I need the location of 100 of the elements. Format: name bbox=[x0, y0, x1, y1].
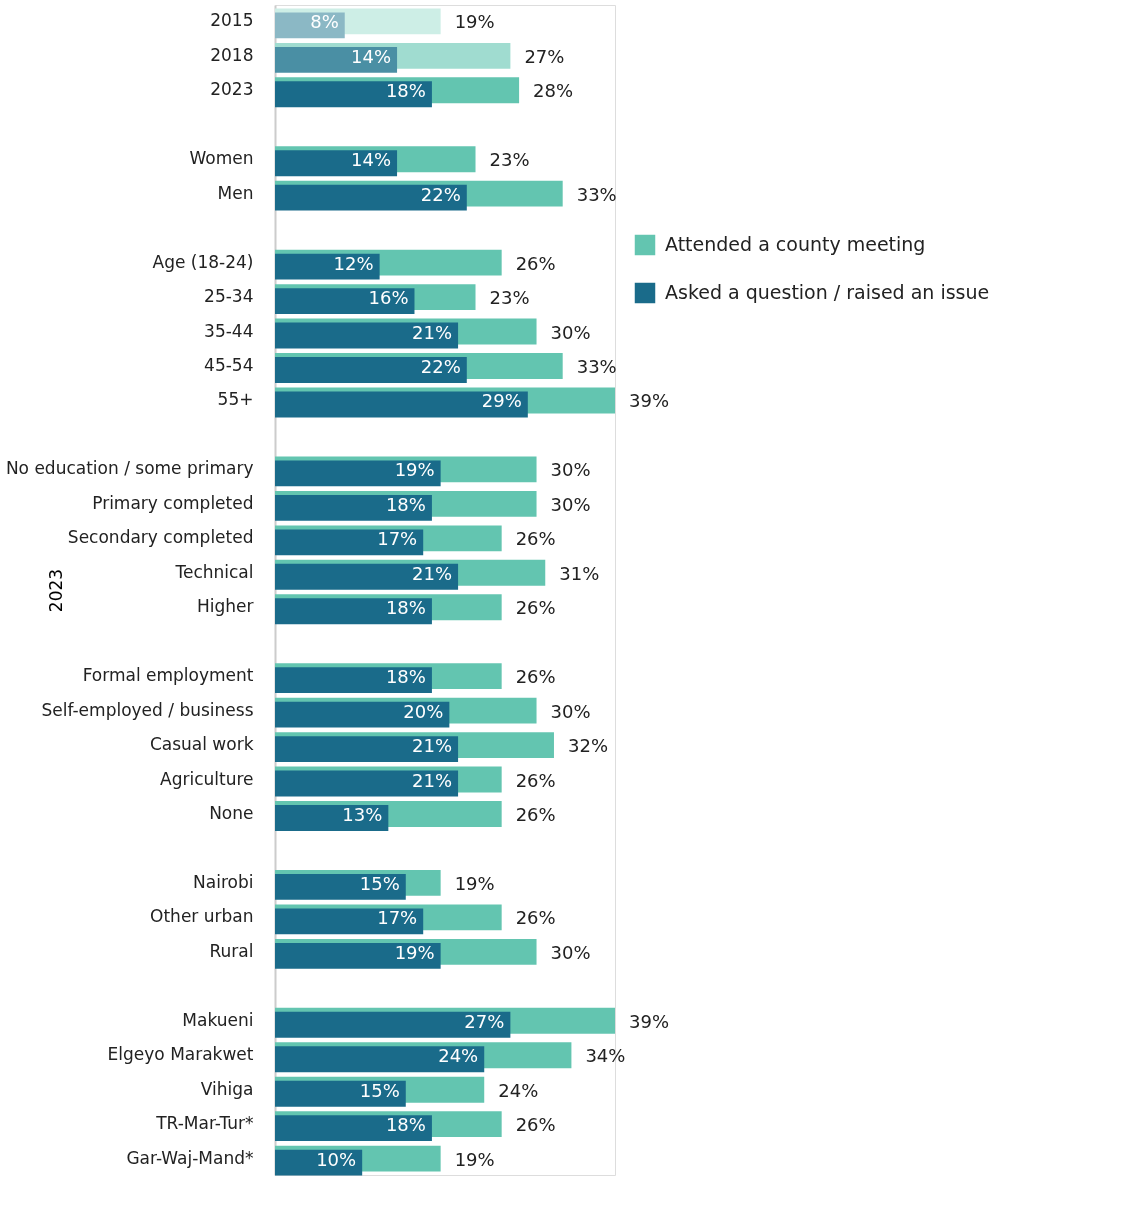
bar bbox=[275, 701, 450, 728]
data-label: 18% bbox=[385, 80, 426, 102]
bar bbox=[275, 288, 415, 314]
data-label: 27% bbox=[464, 1010, 505, 1032]
data-label: 19% bbox=[394, 941, 435, 963]
data-label: 13% bbox=[342, 804, 383, 826]
data-label: 17% bbox=[377, 528, 418, 550]
data-label: 26% bbox=[515, 528, 556, 550]
bar bbox=[275, 1080, 406, 1107]
data-label: 31% bbox=[559, 562, 600, 584]
data-label: 21% bbox=[412, 562, 453, 584]
bar bbox=[275, 874, 406, 900]
bar bbox=[275, 908, 424, 935]
data-label: 39% bbox=[629, 390, 670, 412]
y-tick-label: Secondary completed bbox=[67, 527, 254, 548]
data-label: 27% bbox=[524, 45, 565, 67]
data-label: 24% bbox=[438, 1045, 479, 1067]
bar bbox=[275, 150, 398, 177]
bar bbox=[275, 460, 441, 487]
data-label: 15% bbox=[359, 1079, 400, 1101]
data-label: 30% bbox=[550, 941, 591, 963]
y-tick-label: Elgeyo Marakwet bbox=[107, 1044, 254, 1065]
bar bbox=[275, 1011, 511, 1038]
bar bbox=[275, 805, 389, 831]
y-tick-label: Casual work bbox=[149, 734, 254, 755]
data-label: 12% bbox=[333, 252, 374, 274]
data-label: 26% bbox=[515, 1114, 556, 1136]
y-tick-label: Vihiga bbox=[200, 1078, 254, 1099]
y-tick-label: Nairobi bbox=[193, 871, 254, 892]
bar bbox=[275, 12, 345, 39]
bar bbox=[275, 357, 467, 383]
data-label: 23% bbox=[489, 287, 530, 309]
y-tick-label: 45-54 bbox=[204, 354, 254, 375]
data-label: 15% bbox=[359, 872, 400, 894]
data-label: 16% bbox=[368, 287, 409, 309]
data-label: 8% bbox=[310, 11, 339, 33]
data-label: 39% bbox=[629, 1010, 670, 1032]
data-label: 26% bbox=[515, 666, 556, 688]
data-label: 21% bbox=[412, 735, 453, 757]
y-tick-label: 2023 bbox=[210, 79, 254, 100]
y-tick-label: Rural bbox=[209, 940, 254, 961]
y-tick-label: Men bbox=[217, 182, 254, 203]
data-label: 17% bbox=[377, 907, 418, 929]
data-label: 19% bbox=[394, 459, 435, 481]
y-tick-label: Women bbox=[189, 148, 254, 169]
y-tick-label: Age (18-24) bbox=[152, 251, 254, 272]
data-label: 19% bbox=[454, 872, 495, 894]
data-label: 10% bbox=[316, 1148, 357, 1170]
data-label: 33% bbox=[576, 183, 617, 205]
data-label: 19% bbox=[454, 1148, 495, 1170]
bar bbox=[275, 563, 459, 590]
data-label: 32% bbox=[567, 735, 608, 757]
data-label: 26% bbox=[515, 769, 556, 791]
y-tick-label: Primary completed bbox=[92, 492, 254, 513]
data-label: 21% bbox=[412, 321, 453, 343]
data-label: 18% bbox=[385, 1114, 426, 1136]
y-tick-label: Gar-Waj-Mand* bbox=[126, 1147, 254, 1168]
data-label: 14% bbox=[351, 149, 392, 171]
bar bbox=[275, 529, 424, 556]
bar bbox=[275, 1115, 432, 1142]
legend-label: Attended a county meeting bbox=[665, 233, 926, 255]
y-tick-label: Self-employed / business bbox=[41, 699, 254, 720]
data-label: 18% bbox=[385, 493, 426, 515]
data-label: 26% bbox=[515, 907, 556, 929]
y-tick-label: 55+ bbox=[217, 389, 254, 410]
data-label: 23% bbox=[489, 149, 530, 171]
bar bbox=[275, 494, 432, 521]
bar bbox=[275, 1046, 485, 1073]
data-label: 22% bbox=[420, 183, 461, 205]
y-tick-label: No education / some primary bbox=[5, 458, 254, 479]
data-label: 18% bbox=[385, 597, 426, 619]
data-label: 29% bbox=[481, 390, 522, 412]
bar bbox=[275, 736, 459, 762]
bar bbox=[275, 184, 467, 211]
data-label: 30% bbox=[550, 459, 591, 481]
y-tick-label: 2018 bbox=[210, 44, 254, 65]
y-tick-label: 25-34 bbox=[204, 286, 254, 307]
y-tick-label: Technical bbox=[174, 561, 254, 582]
bar bbox=[275, 942, 441, 969]
y-tick-label: Formal employment bbox=[82, 665, 254, 686]
data-label: 24% bbox=[498, 1079, 539, 1101]
y-tick-label: None bbox=[209, 803, 254, 824]
data-label: 26% bbox=[515, 252, 556, 274]
y-tick-label: Higher bbox=[196, 596, 254, 617]
bar bbox=[275, 81, 432, 108]
bar bbox=[275, 253, 380, 280]
legend-label: Asked a question / raised an issue bbox=[665, 281, 990, 303]
data-label: 30% bbox=[550, 700, 591, 722]
data-label: 34% bbox=[585, 1045, 626, 1067]
data-label: 21% bbox=[412, 769, 453, 791]
y-tick-label: TR-Mar-Tur* bbox=[155, 1113, 254, 1134]
data-label: 28% bbox=[533, 80, 574, 102]
data-label: 30% bbox=[550, 321, 591, 343]
data-label: 14% bbox=[351, 45, 392, 67]
data-label: 26% bbox=[515, 597, 556, 619]
data-label: 19% bbox=[454, 11, 495, 33]
bar bbox=[275, 667, 432, 694]
bar bbox=[275, 46, 398, 73]
data-label: 26% bbox=[515, 804, 556, 826]
bar bbox=[275, 770, 459, 797]
